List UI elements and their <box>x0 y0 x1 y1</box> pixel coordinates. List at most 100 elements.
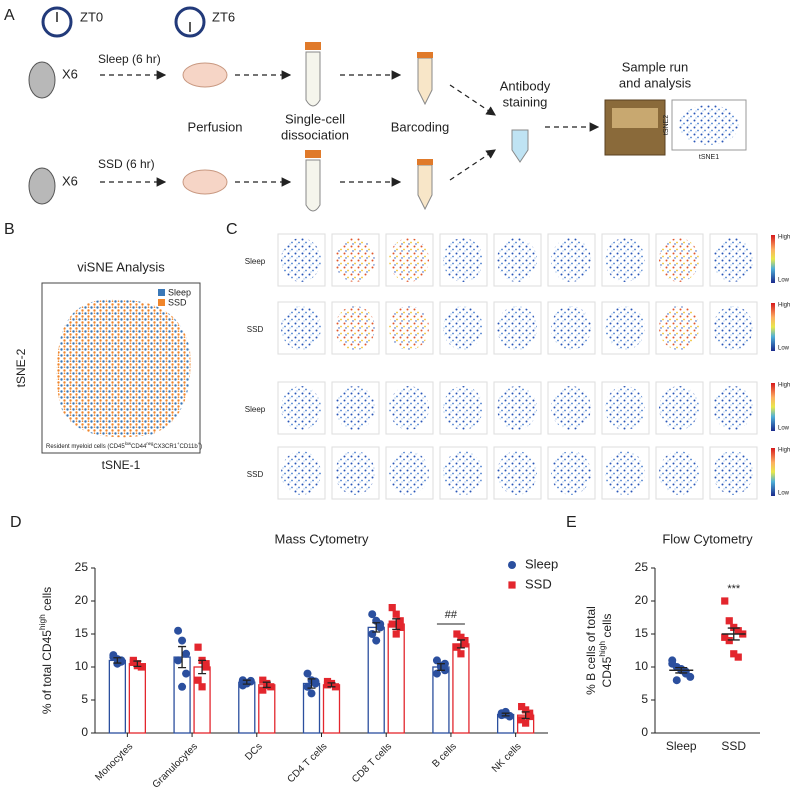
data-point <box>508 581 516 589</box>
text-segment: cells <box>40 587 54 614</box>
error-bar <box>242 679 251 685</box>
bar <box>108 659 127 734</box>
text-segment: cells <box>600 614 614 641</box>
superscript: neg <box>146 441 154 446</box>
data-point <box>396 617 404 625</box>
error-bar <box>133 660 142 667</box>
data-point <box>725 617 733 625</box>
panel-label: C <box>226 221 238 238</box>
superscript: + <box>198 441 201 446</box>
data-point <box>681 667 690 676</box>
data-point <box>303 682 312 691</box>
error-bar <box>372 622 381 633</box>
superscript: low <box>125 441 132 446</box>
label: High <box>778 448 790 454</box>
data-point <box>518 703 526 711</box>
label: ZT6 <box>212 9 235 24</box>
error-bar <box>501 712 510 717</box>
label: Low <box>778 346 790 352</box>
panel-label: B <box>4 221 15 238</box>
x-tick-label: Sleep <box>666 739 697 753</box>
tsne-map <box>389 386 429 430</box>
label: Sleep (6 hr) <box>98 52 161 66</box>
data-point <box>174 656 183 665</box>
data-point <box>307 689 316 698</box>
label: Single-cell <box>285 111 345 126</box>
data-point <box>734 653 742 661</box>
data-point <box>686 672 695 681</box>
data-point <box>392 610 400 618</box>
tsne-map <box>605 306 645 350</box>
data-point <box>508 561 516 569</box>
label: X6 <box>62 66 78 81</box>
bar <box>387 623 405 734</box>
x-tick-label: Granulocytes <box>151 741 200 790</box>
data-point <box>194 676 202 684</box>
label: and analysis <box>619 75 692 90</box>
data-point <box>396 623 404 631</box>
y-tick-label: 5 <box>641 692 648 706</box>
data-point <box>109 653 118 662</box>
tsne-map <box>335 386 375 430</box>
data-point <box>259 686 267 694</box>
text-segment: CD44 <box>131 444 147 450</box>
x-tick-label: DCs <box>243 741 265 763</box>
data-point <box>182 649 191 658</box>
label: Low <box>778 491 790 497</box>
superscript: + <box>177 441 180 446</box>
legend-label: SSD <box>525 576 552 591</box>
data-point <box>432 669 441 678</box>
data-point <box>457 650 465 658</box>
data-point <box>323 681 332 689</box>
y-tick-label: 15 <box>635 626 649 640</box>
data-point <box>721 633 729 641</box>
data-point <box>137 663 145 671</box>
data-point <box>376 620 385 629</box>
color-bar <box>771 383 775 431</box>
data-point <box>129 658 137 666</box>
annotation: *** <box>727 583 741 595</box>
chart-title: Flow Cytometry <box>662 531 753 546</box>
data-point <box>461 640 469 648</box>
data-point <box>453 630 461 638</box>
error-bar <box>198 659 207 675</box>
color-bar <box>771 235 775 283</box>
label: Sample run <box>622 59 688 74</box>
data-point <box>246 676 255 685</box>
superscript: high <box>597 641 607 657</box>
data-point <box>734 627 742 635</box>
y-tick-label: 10 <box>75 659 89 673</box>
error-bar <box>456 639 465 649</box>
y-axis-label: % B cells of total <box>584 606 598 695</box>
tsne-map <box>713 386 753 430</box>
y-tick-label: 0 <box>641 725 648 739</box>
bar <box>173 656 191 734</box>
data-point <box>730 623 738 631</box>
tsne-map <box>659 306 699 350</box>
tsne-map <box>605 451 645 495</box>
tsne-map <box>605 238 645 282</box>
label: tSNE2 <box>663 115 670 135</box>
label: High <box>778 235 790 241</box>
label: Low <box>778 426 790 432</box>
y-tick-label: 15 <box>75 626 89 640</box>
error-bar <box>327 682 336 688</box>
data-point <box>372 636 381 645</box>
error-bar <box>178 645 187 669</box>
superscript: high <box>37 614 47 630</box>
data-point <box>202 660 210 668</box>
data-point <box>303 669 312 678</box>
text-segment: CX3CR1 <box>153 444 177 450</box>
panel-label: A <box>4 7 15 24</box>
data-point <box>182 669 191 678</box>
legend-swatch <box>158 299 165 306</box>
data-point <box>725 637 733 645</box>
tsne-map <box>389 451 429 495</box>
x-tick-label: CD4 T cells <box>285 741 329 785</box>
label: SSD <box>247 470 264 479</box>
tsne-map <box>713 238 753 282</box>
data-point <box>174 626 183 635</box>
tsne-map <box>443 238 483 282</box>
label: dissociation <box>281 127 349 142</box>
